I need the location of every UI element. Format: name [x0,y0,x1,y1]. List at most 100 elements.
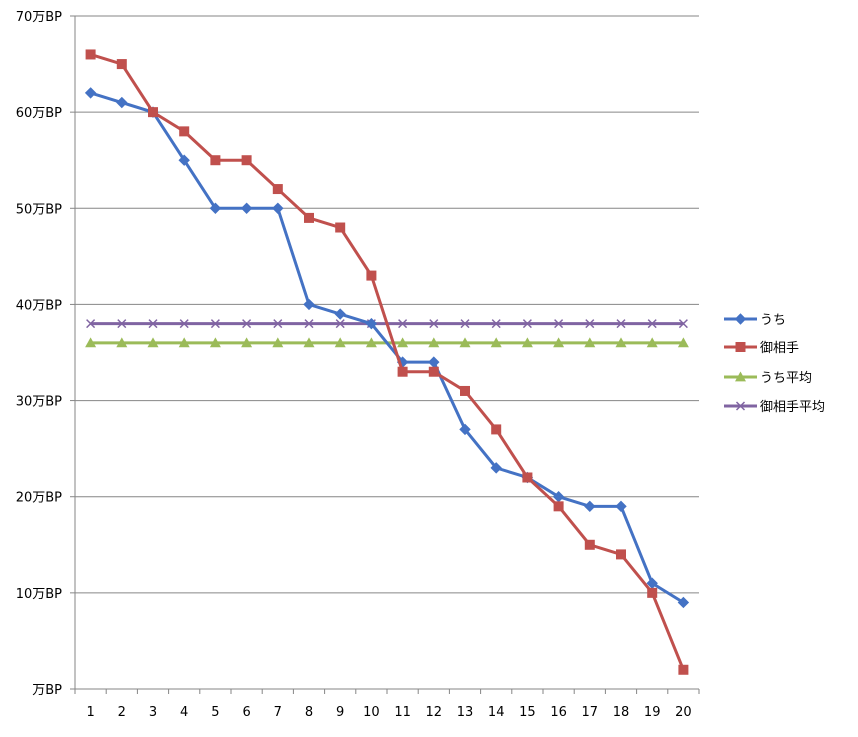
x-tick-label: 1 [86,705,94,720]
data-point-1-1 [85,49,96,60]
data-point-3-5 [210,319,220,329]
data-point-3-4 [179,319,189,329]
data-point-3-7 [273,319,283,329]
data-point-0-6 [240,202,253,214]
data-point-2-4 [178,337,190,348]
data-point-0-20 [677,596,690,609]
series-line-0 [90,91,685,604]
data-point-1-2 [116,59,127,70]
data-point-0-18 [615,500,627,513]
data-point-2-8 [303,337,315,348]
x-tick-label: 14 [488,705,505,720]
data-point-1-14 [491,424,502,435]
y-tick-label: 60万BP [16,106,62,121]
data-point-3-16 [554,319,564,329]
data-point-2-5 [209,337,221,348]
data-point-1-19 [647,587,658,598]
data-point-0-17 [584,500,596,513]
data-point-1-16 [553,501,564,512]
x-tick-label: 11 [394,705,411,720]
data-point-1-10 [366,270,377,281]
data-point-2-7 [272,337,284,348]
data-point-2-16 [553,337,565,348]
y-tick-label: 10万BP [16,587,62,602]
data-point-1-17 [584,539,595,550]
data-point-2-12 [428,337,440,348]
series-line-1 [90,53,685,671]
data-point-3-12 [429,319,439,329]
legend-label: 御相手平均 [760,400,825,415]
data-point-3-13 [460,319,470,329]
x-tick-label: 2 [118,705,126,720]
data-point-3-8 [304,319,314,329]
data-point-3-6 [242,319,252,329]
x-tick-label: 6 [242,705,250,720]
data-point-2-14 [490,337,502,348]
data-point-2-11 [397,337,409,348]
y-tick-label: 30万BP [16,395,62,410]
x-tick-label: 5 [211,705,219,720]
data-point-1-20 [678,664,689,675]
data-point-3-14 [491,319,501,329]
legend-label: うち [760,313,786,328]
data-point-2-2 [116,337,128,348]
data-point-2-13 [459,337,471,348]
x-tick-label: 15 [519,705,536,720]
data-point-2-19 [646,337,658,348]
data-point-2-15 [521,337,533,348]
x-tick-label: 9 [336,705,344,720]
data-point-1-9 [335,222,346,233]
data-point-2-20 [677,337,689,348]
data-point-0-4 [178,154,190,166]
x-tick-label: 13 [457,705,474,720]
data-point-0-13 [459,423,471,436]
data-point-1-13 [460,385,470,396]
data-point-3-19 [647,319,657,329]
legend-marker-3 [735,401,746,411]
data-point-1-6 [241,155,252,166]
x-tick-label: 16 [550,705,567,720]
data-point-3-20 [678,319,688,329]
data-point-2-17 [584,337,596,348]
data-point-1-18 [616,549,626,560]
data-point-3-9 [335,319,345,329]
data-point-2-3 [147,337,159,348]
data-point-1-8 [304,212,314,223]
data-point-1-12 [428,366,439,377]
data-point-3-18 [616,319,626,329]
x-tick-label: 12 [426,705,443,720]
data-point-1-4 [179,126,190,137]
x-tick-label: 7 [274,705,282,720]
data-point-3-3 [148,319,158,329]
y-tick-label: 20万BP [16,491,62,506]
x-tick-label: 20 [675,705,692,720]
y-tick-label: 万BP [32,683,62,698]
data-point-1-11 [397,366,408,377]
data-point-0-1 [84,87,97,99]
data-point-0-14 [490,462,502,474]
x-tick-label: 10 [363,705,380,720]
data-point-0-7 [272,202,284,214]
legend-label: うち平均 [760,371,812,386]
data-point-0-9 [334,308,346,320]
data-point-0-8 [303,298,315,311]
data-point-0-2 [116,96,128,109]
y-tick-label: 50万BP [16,202,62,217]
data-point-0-5 [209,202,222,214]
data-point-0-12 [428,356,440,368]
x-tick-label: 18 [613,705,630,720]
data-point-2-6 [241,337,253,348]
x-tick-label: 17 [582,705,599,720]
data-point-0-10 [365,317,378,330]
data-point-1-7 [272,184,283,195]
legend-marker-2 [735,371,746,382]
data-point-3-1 [86,319,96,329]
y-tick-label: 70万BP [16,10,62,25]
data-point-2-1 [85,337,97,348]
legend-label: 御相手 [760,341,799,356]
legend-marker-0 [734,313,747,325]
data-point-2-18 [615,337,627,348]
data-point-1-3 [148,107,158,118]
